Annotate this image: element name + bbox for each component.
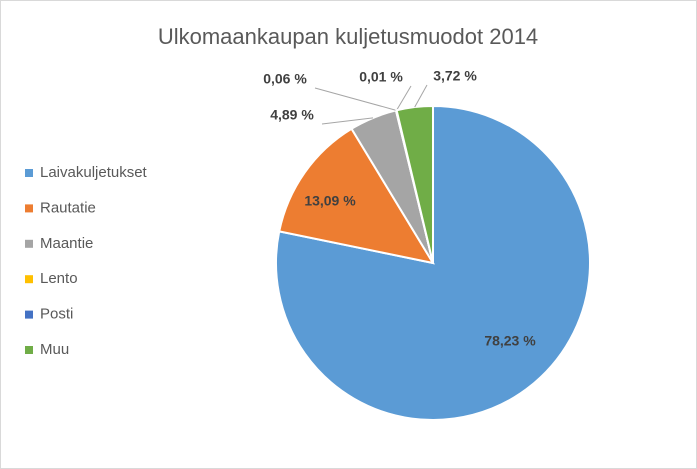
data-label: 4,89 % bbox=[270, 107, 314, 123]
legend-swatch bbox=[25, 310, 33, 319]
data-label: 13,09 % bbox=[304, 193, 356, 209]
legend-label: Laivakuljetukset bbox=[40, 164, 148, 181]
legend-label: Rautatie bbox=[40, 199, 96, 216]
leader-line bbox=[321, 117, 374, 125]
legend-label: Muu bbox=[40, 341, 69, 358]
data-label: 3,72 % bbox=[433, 68, 477, 84]
legend-swatch bbox=[25, 346, 33, 354]
leader-line bbox=[414, 84, 428, 108]
legend-swatch bbox=[25, 169, 33, 177]
legend-swatch bbox=[25, 204, 33, 213]
pie-slice bbox=[275, 104, 591, 421]
legend-label: Lento bbox=[40, 270, 78, 287]
leader-line bbox=[314, 87, 397, 111]
chart-title: Ulkomaankaupan kuljetusmuodot 2014 bbox=[158, 24, 538, 49]
data-label: 78,23 % bbox=[484, 333, 536, 349]
legend-swatch bbox=[25, 275, 33, 284]
leader-line bbox=[396, 85, 412, 111]
data-label: 0,01 % bbox=[359, 69, 403, 85]
legend-label: Maantie bbox=[40, 235, 93, 252]
pie-slice bbox=[278, 127, 436, 265]
legend-label: Posti bbox=[40, 306, 73, 323]
legend-swatch bbox=[25, 239, 33, 248]
data-label: 0,06 % bbox=[263, 71, 307, 87]
